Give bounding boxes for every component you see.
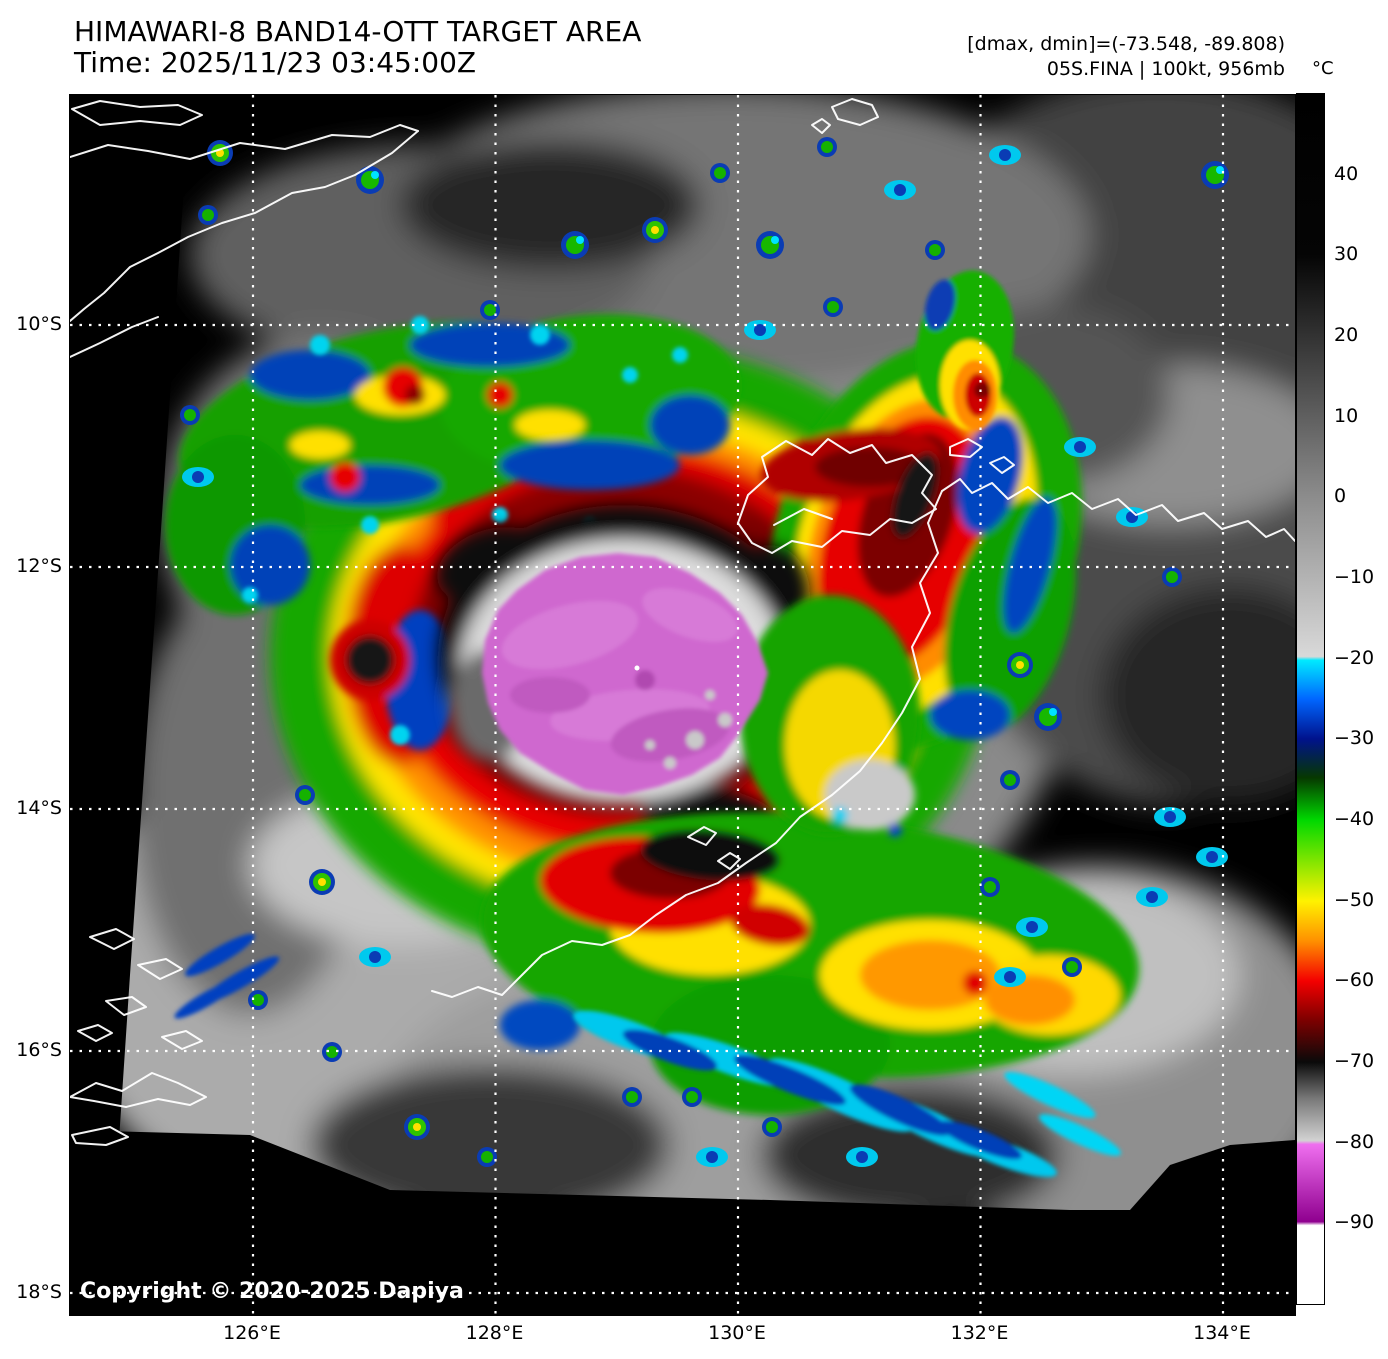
colorbar-tick-10: 10 xyxy=(1334,404,1359,427)
cyclone-cdo xyxy=(482,553,768,795)
storm-stats-block: [dmax, dmin]=(-73.548, -89.808) 05S.FINA… xyxy=(967,32,1285,82)
lat-tick-label-16: 16°S xyxy=(16,1039,62,1061)
colorbar-tick--80: −80 xyxy=(1334,1130,1375,1153)
satellite-map: Copyright © 2020-2025 Dapiya xyxy=(69,94,1296,1316)
colorbar-unit-label: °C xyxy=(1312,58,1334,79)
timestamp: Time: 2025/11/23 03:45:00Z xyxy=(74,46,477,79)
gridlines xyxy=(70,95,1295,1315)
colorbar-tick--60: −60 xyxy=(1334,969,1375,992)
lat-tick-label-18: 18°S xyxy=(16,1281,62,1303)
storm-id-intensity: 05S.FINA | 100kt, 956mb xyxy=(1046,58,1285,80)
colorbar-tick--90: −90 xyxy=(1334,1211,1375,1234)
lon-tick-label-132: 132°E xyxy=(950,1322,1009,1344)
lon-tick-label-126: 126°E xyxy=(223,1322,281,1344)
inner-east-green xyxy=(740,595,920,837)
lat-tick-label-10: 10°S xyxy=(16,313,62,335)
colorbar-tick--40: −40 xyxy=(1334,808,1375,830)
colorbar-tick-30: 30 xyxy=(1334,243,1359,266)
satellite-imagery: Copyright © 2020-2025 Dapiya xyxy=(70,95,1295,1315)
dmax-dmin-readout: [dmax, dmin]=(-73.548, -89.808) xyxy=(967,33,1285,55)
colorbar-tick-40: 40 xyxy=(1334,162,1359,185)
title-block: HIMAWARI-8 BAND14-OTT TARGET AREA Time: … xyxy=(74,16,641,78)
colorbar-tick--30: −30 xyxy=(1334,727,1375,750)
colorbar-tick--50: −50 xyxy=(1334,888,1375,911)
no-data-mask xyxy=(70,95,1295,1315)
lat-tick-label-12: 12°S xyxy=(16,555,62,577)
coastlines xyxy=(70,98,1295,1146)
product-title: HIMAWARI-8 BAND14-OTT TARGET AREA xyxy=(74,15,642,48)
colorbar-tick--20: −20 xyxy=(1334,646,1375,669)
southeast-convective-band xyxy=(481,812,1139,1115)
lon-tick-label-134: 134°E xyxy=(1193,1322,1251,1344)
lat-tick-label-14: 14°S xyxy=(16,797,62,819)
temperature-colorbar xyxy=(1296,93,1325,1305)
storm-center-marker xyxy=(634,665,640,671)
colorbar-tick-20: 20 xyxy=(1334,324,1359,346)
lon-tick-label-128: 128°E xyxy=(465,1322,524,1344)
northwest-cyan-speckles xyxy=(242,316,688,745)
colorbar-tick--70: −70 xyxy=(1334,1050,1375,1072)
northeast-strong-cell xyxy=(915,270,1015,430)
colorbar-tick-0: 0 xyxy=(1334,485,1347,508)
copyright-label: Copyright © 2020-2025 Dapiya xyxy=(80,1279,464,1304)
lon-tick-label-130: 130°E xyxy=(708,1322,766,1344)
colorbar-tick--10: −10 xyxy=(1334,566,1375,588)
